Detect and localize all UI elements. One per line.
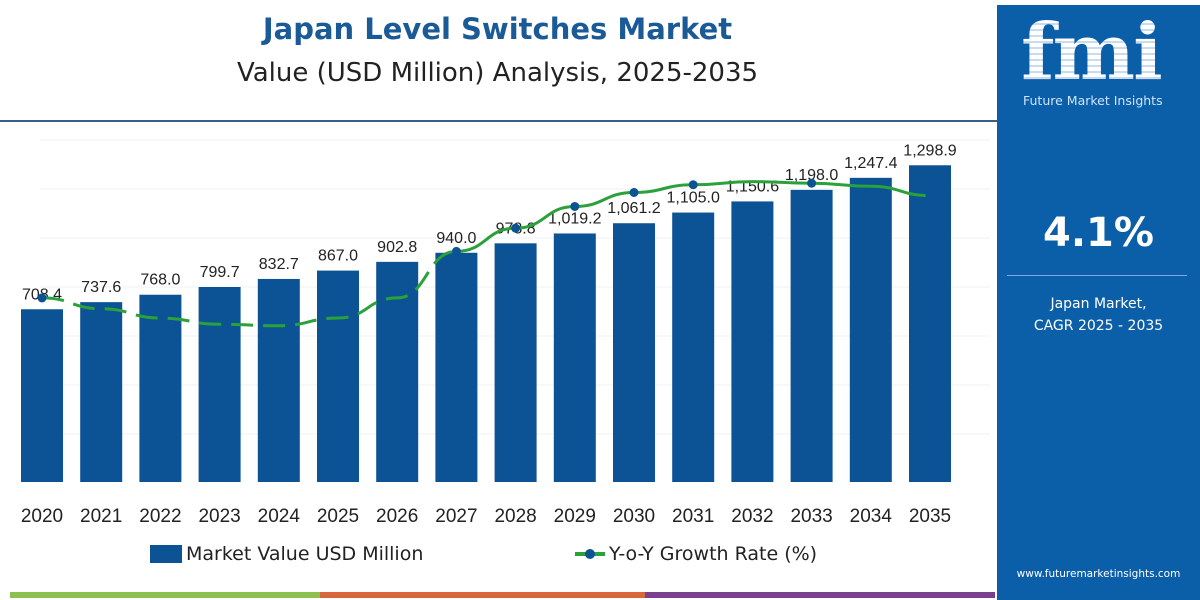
bar-2026: [376, 261, 419, 482]
bar-2032: [731, 201, 774, 483]
footer-stripe-purple: [645, 592, 995, 598]
data-label-2025: 867.0: [318, 248, 358, 265]
cagr-value: 4.1%: [1043, 210, 1154, 256]
website-link[interactable]: www.futuremarketinsights.com: [1016, 568, 1181, 580]
growth-marker-2031: [688, 180, 698, 190]
data-label-2029: 1,019.2: [548, 210, 601, 227]
growth-line: [456, 180, 931, 253]
data-label-2027: 940.0: [436, 230, 476, 247]
chart-subtitle: Value (USD Million) Analysis, 2025-2035: [236, 58, 759, 88]
header-divider: [0, 120, 997, 122]
x-tick-2029: 2029: [554, 506, 596, 527]
data-label-2031: 1,105.0: [667, 190, 720, 207]
bar-2029: [553, 233, 596, 482]
bar-2021: [80, 302, 123, 482]
data-label-2021: 737.6: [81, 279, 121, 296]
side-panel: fmi Future Market Insights 4.1% Japan Ma…: [997, 5, 1200, 600]
bar-2033: [790, 189, 833, 482]
bar-2034: [849, 177, 892, 483]
fmi-logo: fmi: [1021, 7, 1163, 98]
x-tick-2026: 2026: [376, 506, 418, 527]
cagr-label: Japan Market, CAGR 2025 - 2035: [997, 293, 1200, 337]
bar-2035: [909, 165, 951, 482]
growth-marker-2020: [37, 293, 47, 303]
data-label-2023: 799.7: [200, 264, 240, 281]
bar-2031: [672, 212, 715, 483]
x-tick-2032: 2032: [731, 506, 773, 527]
x-tick-2022: 2022: [139, 506, 181, 527]
growth-line-dashed: [41, 249, 457, 328]
cagr-label-line1: Japan Market,: [1050, 296, 1147, 312]
x-tick-2021: 2021: [80, 506, 122, 527]
logo-text: Future Market Insights: [1023, 93, 1163, 108]
x-tick-2035: 2035: [909, 506, 951, 527]
cagr-label-line2: CAGR 2025 - 2035: [1033, 318, 1164, 334]
footer-stripe-orange: [320, 592, 645, 598]
bar-2023: [198, 286, 241, 482]
growth-marker-2030: [629, 188, 639, 197]
x-tick-2034: 2034: [850, 506, 893, 527]
growth-marker-2027: [451, 246, 461, 256]
panel-divider: [1007, 275, 1187, 276]
x-tick-2024: 2024: [258, 506, 301, 527]
bar-2020: [21, 309, 63, 482]
bar-2024: [257, 278, 300, 482]
legend-label: Y-o-Y Growth Rate (%): [609, 543, 818, 565]
bar-2022: [139, 294, 182, 482]
x-tick-2027: 2027: [435, 506, 477, 527]
data-label-2030: 1,061.2: [607, 200, 660, 217]
x-tick-2028: 2028: [494, 506, 536, 527]
data-label-2026: 902.8: [377, 239, 417, 256]
x-tick-2033: 2033: [790, 506, 832, 527]
data-label-2024: 832.7: [259, 256, 299, 273]
growth-marker-2028: [511, 223, 521, 233]
growth-marker-2035: [925, 191, 935, 201]
legend-item-growth: Y-o-Y Growth Rate (%): [575, 543, 817, 565]
bar-line-chart: 708.42020737.62021768.02022799.72023832.…: [21, 139, 990, 527]
growth-marker-2029: [570, 201, 580, 211]
data-label-2022: 768.0: [140, 272, 180, 289]
legend-item-market-value: Market Value USD Million: [150, 543, 423, 565]
data-label-2033: 1,198.0: [785, 167, 838, 184]
x-tick-2023: 2023: [198, 506, 240, 527]
chart-title: Japan Level Switches Market: [262, 12, 733, 46]
data-label-2034: 1,247.4: [844, 155, 897, 172]
x-tick-2025: 2025: [317, 506, 359, 527]
x-tick-2031: 2031: [672, 506, 714, 527]
bar-2027: [435, 252, 478, 482]
data-label-2035: 1,298.9: [903, 142, 956, 159]
legend-label: Market Value USD Million: [186, 543, 424, 565]
bar-2025: [317, 270, 359, 482]
growth-marker-2033: [807, 178, 817, 188]
bar-2028: [494, 243, 537, 482]
x-tick-2030: 2030: [613, 506, 655, 527]
x-tick-2020: 2020: [21, 506, 63, 527]
footer-stripe-green: [10, 592, 320, 598]
legend-line-swatch: [575, 549, 605, 559]
bar-2030: [613, 223, 655, 482]
legend-bar-swatch: [150, 545, 182, 563]
